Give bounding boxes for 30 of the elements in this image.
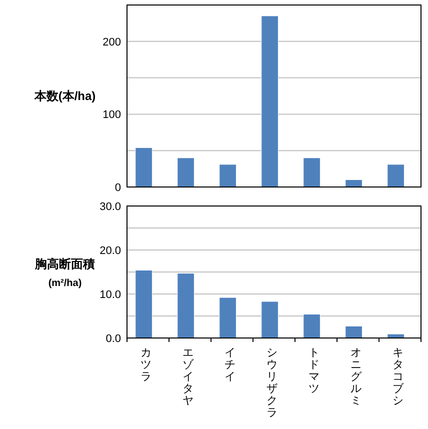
- bar: [345, 179, 362, 188]
- bar: [387, 334, 404, 338]
- x-tick-label: トドマツ: [308, 347, 320, 395]
- bar: [135, 270, 152, 338]
- x-tick-label: イチイ: [224, 347, 236, 383]
- y-tick-label: 200: [102, 36, 121, 48]
- bar: [345, 326, 362, 338]
- y-tick-label: 30.0: [100, 201, 121, 213]
- bar: [177, 158, 194, 188]
- bar: [135, 147, 152, 188]
- bar: [303, 158, 320, 188]
- x-tick-label: オニグルミ: [350, 347, 362, 407]
- y-tick-label: 100: [102, 109, 121, 122]
- y-tick-label: 20.0: [100, 245, 121, 257]
- y-axis-title: 本数(本/ha): [33, 89, 96, 103]
- x-tick-label: キタコブシ: [392, 347, 404, 407]
- x-tick-label: エゾイタヤ: [182, 347, 194, 407]
- y-axis-title: 胸高断面積 (m²/ha): [34, 257, 95, 289]
- bar: [303, 314, 320, 338]
- bar: [219, 297, 236, 338]
- y-tick-label: 0: [114, 182, 121, 194]
- bar: [177, 273, 194, 338]
- bar: [387, 164, 404, 188]
- bar: [219, 164, 236, 188]
- bar: [261, 16, 278, 188]
- y-tick-label: 0.0: [106, 333, 121, 345]
- x-tick-label: カツラ: [140, 347, 152, 383]
- y-tick-label: 10.0: [100, 289, 121, 301]
- x-tick-label: シウリザクラ: [266, 347, 278, 419]
- bar: [261, 301, 278, 338]
